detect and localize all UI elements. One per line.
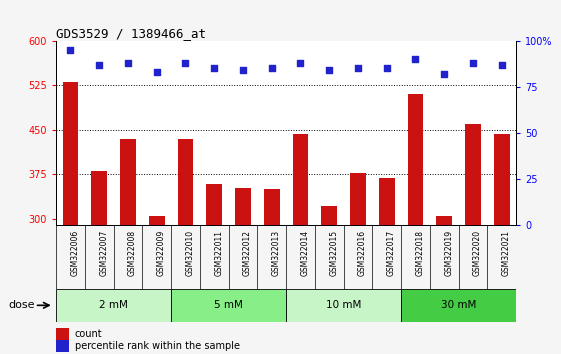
Text: 5 mM: 5 mM [214,300,243,310]
Bar [56,341,69,353]
Point [468,60,477,65]
Bar [401,289,516,322]
Bar [379,178,394,354]
Text: 30 mM: 30 mM [441,300,476,310]
Text: dose: dose [8,300,35,310]
Text: GSM322010: GSM322010 [186,230,195,276]
Bar [264,189,279,354]
Text: GSM322011: GSM322011 [214,230,223,276]
Bar [321,206,337,354]
Bar [350,172,366,354]
Text: GSM322019: GSM322019 [444,230,453,276]
Point [210,65,219,71]
Point [382,65,391,71]
Bar [408,94,424,354]
Bar [91,171,107,354]
Point [411,56,420,62]
Text: GSM322013: GSM322013 [272,230,280,276]
Bar [63,82,79,354]
Bar [171,289,286,322]
Text: GDS3529 / 1389466_at: GDS3529 / 1389466_at [56,27,206,40]
Bar [178,139,194,354]
Point [440,71,449,77]
Point [66,47,75,53]
Bar [286,289,401,322]
Point [296,60,305,65]
Text: GSM322012: GSM322012 [243,230,252,276]
Bar [235,188,251,354]
Point [497,62,506,68]
Bar [149,216,164,354]
Bar [56,329,69,341]
Bar [120,139,136,354]
Bar [206,184,222,354]
Point [267,65,276,71]
Text: percentile rank within the sample: percentile rank within the sample [75,342,240,352]
Text: GSM322006: GSM322006 [71,230,80,276]
Text: GSM322017: GSM322017 [387,230,396,276]
Point [238,67,247,73]
Bar [436,216,452,354]
Text: 2 mM: 2 mM [99,300,128,310]
Point [181,60,190,65]
Text: GSM322015: GSM322015 [329,230,338,276]
Point [353,65,362,71]
Bar [465,124,481,354]
Bar [494,134,509,354]
Text: GSM322008: GSM322008 [128,230,137,276]
Point [325,67,334,73]
Text: GSM322018: GSM322018 [416,230,425,276]
Text: GSM322009: GSM322009 [157,230,165,276]
Point [123,60,132,65]
Text: GSM322007: GSM322007 [99,230,108,276]
Text: count: count [75,330,102,339]
Text: GSM322016: GSM322016 [358,230,367,276]
Point [95,62,104,68]
Text: 10 mM: 10 mM [326,300,361,310]
Text: GSM322020: GSM322020 [473,230,482,276]
Bar [56,289,171,322]
Text: GSM322014: GSM322014 [301,230,310,276]
Point [152,69,161,75]
Text: GSM322021: GSM322021 [502,230,511,276]
Bar [293,134,309,354]
